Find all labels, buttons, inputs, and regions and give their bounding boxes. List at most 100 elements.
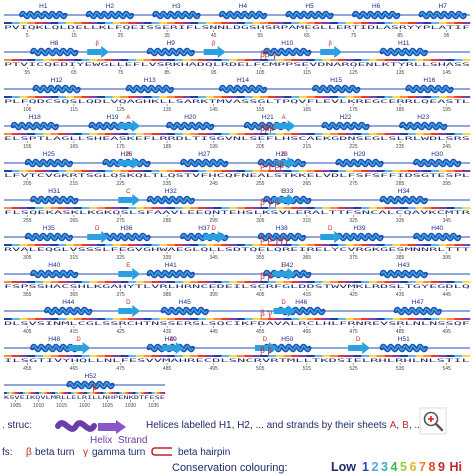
structure-row: H48 H49 H50 H51 D D D D ILSGTIVYHQLLNLFESVVMAHRE… xyxy=(4,336,471,372)
helix-highlight xyxy=(336,234,383,240)
residue-index: 435 xyxy=(396,292,405,298)
helix-label: H49 xyxy=(165,336,177,343)
sheet-label: β xyxy=(328,41,332,47)
zoom-button[interactable] xyxy=(419,407,447,435)
residue-index: 175 xyxy=(349,107,358,113)
residue-index: 405 xyxy=(23,329,32,335)
residue-index: 1005 xyxy=(10,403,21,409)
residue-index: 435 xyxy=(163,329,172,335)
conservation-level: 9 xyxy=(438,460,445,474)
helix-highlight xyxy=(400,123,446,129)
strand-arrow-head xyxy=(101,231,110,243)
residue-index: 425 xyxy=(116,329,125,335)
conservation-band xyxy=(4,207,471,209)
residue-index: 515 xyxy=(303,366,312,372)
helix-label: H16 xyxy=(423,77,435,84)
struc-label: . struc: xyxy=(2,420,32,431)
sheet-label: D xyxy=(263,337,268,343)
residue-index: 375 xyxy=(349,255,358,261)
residue-index: 525 xyxy=(349,366,358,372)
strand-arrow-head xyxy=(217,46,226,58)
helix-label: H39 xyxy=(354,225,366,232)
residue-index: 115 xyxy=(70,107,78,113)
sequence-text: RVALEQGLVSSSLFEGVGHWAEGLQLLSDTQELQREIREL… xyxy=(4,247,471,253)
helix-label: H36 xyxy=(121,225,133,232)
strand-arrow-head xyxy=(287,120,296,132)
residue-index: 1015 xyxy=(56,403,67,409)
strand-arrow-head xyxy=(217,231,226,243)
residue-index: 155 xyxy=(256,107,265,113)
residue-index: 245 xyxy=(443,144,452,150)
strand-arrow-body xyxy=(348,345,363,351)
residue-index: 65 xyxy=(304,33,310,39)
helix-highlight xyxy=(33,86,80,92)
residue-index: 465 xyxy=(70,366,79,372)
helix-highlight xyxy=(220,86,266,92)
strand-arrow-body xyxy=(118,160,133,166)
turn-markers: β β xyxy=(260,346,272,355)
residue-index: 105 xyxy=(23,107,32,113)
residue-index: 325 xyxy=(116,255,125,261)
structure-row: H12 H13 H14 H15 H16 PLFQDCSQSLQDLVQAGHKLLSARK… xyxy=(4,77,471,113)
helix-label: H42 xyxy=(281,262,293,269)
hairpin-legend-glyph xyxy=(151,447,172,456)
residue-index: 495 xyxy=(210,366,219,372)
sheet-label: β xyxy=(95,41,99,47)
strand-arrow-head xyxy=(132,268,141,280)
residue-index: 185 xyxy=(396,107,405,113)
helix-legend-glyph xyxy=(55,420,97,432)
strand-arrow-body xyxy=(161,345,176,351)
helix-label: H45 xyxy=(179,299,191,306)
helix-label: H26 xyxy=(121,151,133,158)
residue-index: 145 xyxy=(443,70,452,76)
structure-row: H40 H41 H42 H43 E E FSPSSHACSHLKGAHYTLVRLHRNCE… xyxy=(4,262,471,298)
strand-arrow-body xyxy=(320,234,335,240)
beta-turn-glyph: β xyxy=(26,447,32,458)
helix-highlight xyxy=(147,271,194,277)
conservation-level: 6 xyxy=(410,460,417,474)
residue-index: 265 xyxy=(70,218,79,224)
helix-label: H43 xyxy=(398,262,410,269)
residue-index: 255 xyxy=(256,181,265,187)
helix-highlight xyxy=(67,382,114,388)
residue-index: 355 xyxy=(23,292,32,298)
structure-row: H44 H45 H46 H47 D D DLSVSINMLCGLSSRCHTNSSERSLS… xyxy=(4,299,471,335)
helix-label: H13 xyxy=(144,77,156,84)
sheet-label: D xyxy=(212,226,217,232)
helix-highlight xyxy=(322,123,369,129)
strand-arrow-head xyxy=(132,120,141,132)
sheet-label: C xyxy=(281,189,286,195)
helix-label: H32 xyxy=(165,188,177,195)
conservation-band xyxy=(4,318,471,320)
turn-markers: β β γγγ xyxy=(260,235,289,244)
sheet-label: β xyxy=(212,41,216,47)
residue-index: 355 xyxy=(256,255,265,261)
residue-index: 475 xyxy=(349,329,358,335)
sequence-text: PTVICQEDIYEWGLLEFLVSRKHADQLRDELFCMPPSEVD… xyxy=(4,62,471,68)
strand-arrow-body xyxy=(273,160,288,166)
hairpin-text: beta hairpin xyxy=(178,447,230,458)
helix-highlight xyxy=(380,49,427,55)
helix-highlight xyxy=(161,308,208,314)
strand-arrow-head xyxy=(334,46,343,58)
helix-label: H11 xyxy=(398,40,410,47)
residue-index: 275 xyxy=(116,218,125,224)
conservation-level: 5 xyxy=(400,460,407,474)
residue-index: 365 xyxy=(303,255,312,261)
residue-index: 335 xyxy=(163,255,172,261)
helix-highlight xyxy=(20,12,67,18)
helix-highlight xyxy=(380,271,427,277)
helix-label: H30 xyxy=(431,151,443,158)
helix-highlight xyxy=(394,308,441,314)
strand-arrow-body xyxy=(118,197,133,203)
sheet-label: B xyxy=(282,152,286,158)
helix-highlight xyxy=(353,12,399,18)
sheet-label: B xyxy=(126,152,130,158)
strand-arrow-head xyxy=(132,157,141,169)
sequence-text: FLSQEKASKLKGKQSLSFAAVLEEQNTEHSLKSVLERALT… xyxy=(4,210,471,216)
strand-arrow-head xyxy=(175,342,184,354)
strand-arrow-head xyxy=(132,305,141,317)
strand-arrow-body xyxy=(320,49,335,55)
helix-highlight xyxy=(414,234,460,240)
